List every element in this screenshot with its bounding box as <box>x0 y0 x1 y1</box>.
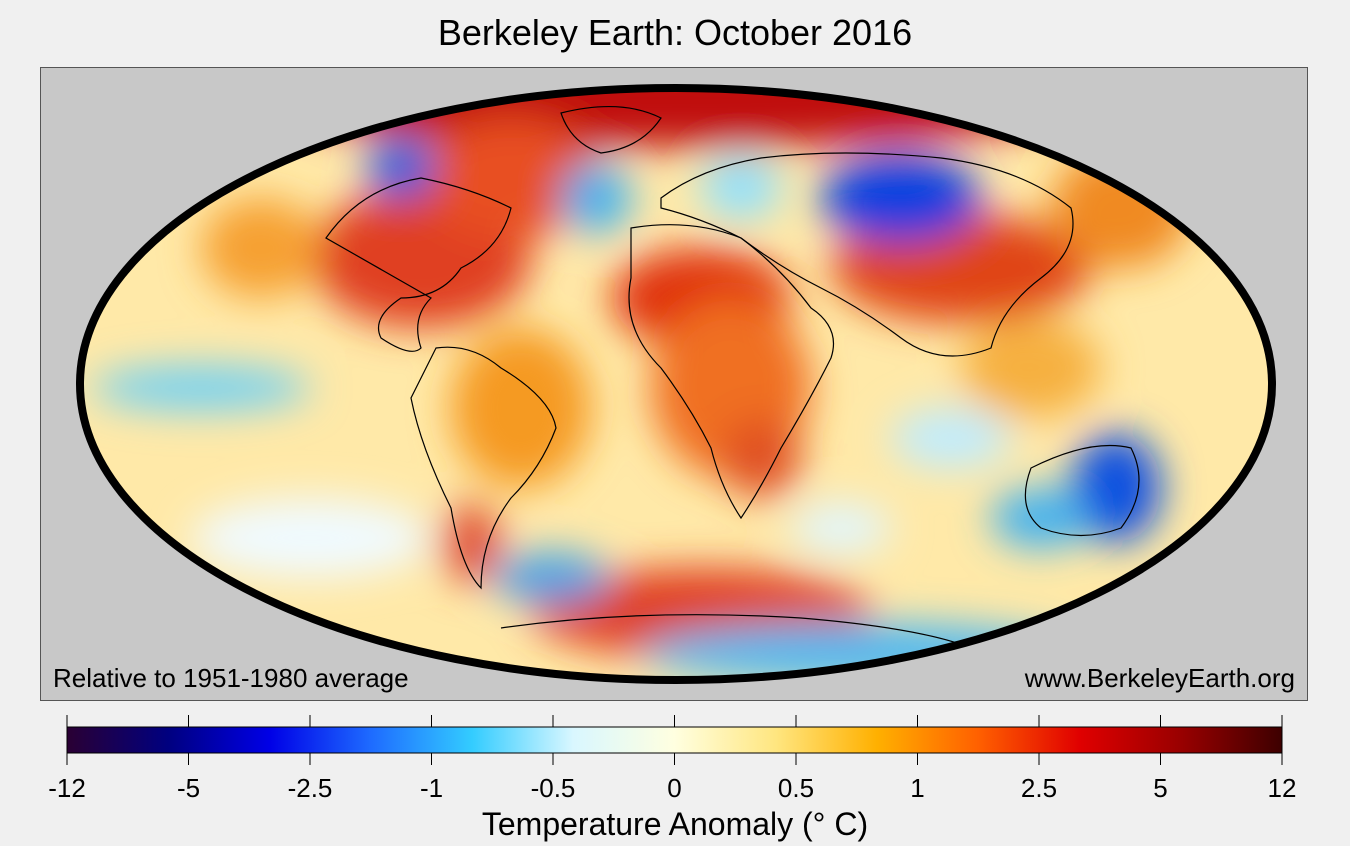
map-title: Berkeley Earth: October 2016 <box>437 12 913 53</box>
colorbar-tick-label: -5 <box>176 773 201 803</box>
colorbar-label: Temperature Anomaly (° C) <box>481 806 869 842</box>
colorbar-tick-label: 1 <box>910 773 925 803</box>
colorbar-tick-label: -12 <box>48 773 86 803</box>
website-link[interactable]: www.BerkeleyEarth.org <box>1024 663 1295 693</box>
anomaly-map <box>76 84 1276 684</box>
baseline-note: Relative to 1951-1980 average <box>53 663 409 693</box>
colorbar-tick-label: 0.5 <box>777 773 815 803</box>
colorbar-tick-label: 5 <box>1153 773 1168 803</box>
colorbar-tick-label: -2.5 <box>287 773 333 803</box>
colorbar-ticks <box>66 715 1283 765</box>
colorbar <box>66 715 1283 765</box>
globe-border <box>76 84 1276 684</box>
colorbar-tick-label: 2.5 <box>1020 773 1058 803</box>
colorbar-tick-label: -1 <box>419 773 444 803</box>
map-panel: Relative to 1951-1980 average www.Berkel… <box>40 67 1308 701</box>
continent-outlines <box>325 105 1140 649</box>
colorbar-tick-label: -0.5 <box>530 773 576 803</box>
colorbar-bar <box>66 726 1283 754</box>
colorbar-tick-label: 0 <box>667 773 682 803</box>
colorbar-tick-label: 12 <box>1267 773 1297 803</box>
globe-fill <box>80 88 1272 680</box>
